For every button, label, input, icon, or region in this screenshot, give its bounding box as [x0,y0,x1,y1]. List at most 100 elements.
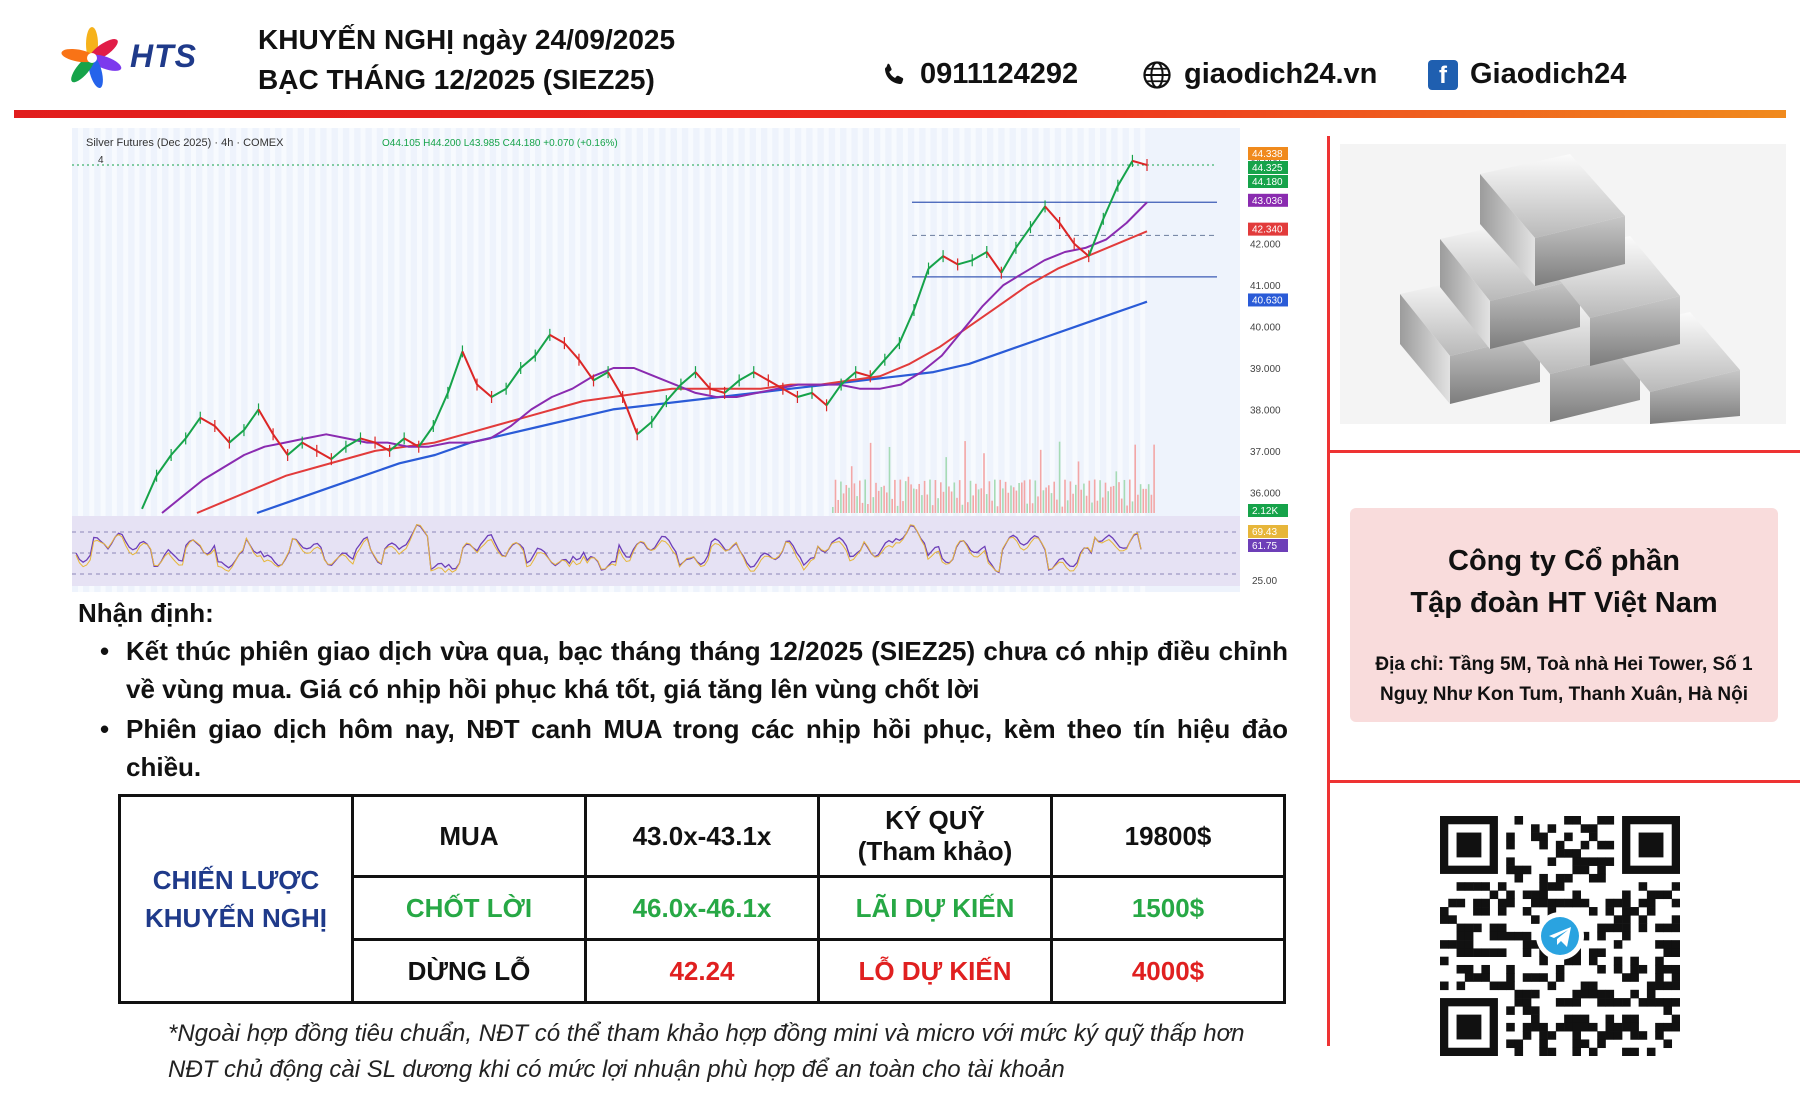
session-stripe [405,128,411,592]
volume-bar [1088,480,1091,513]
rsi-background [72,516,1240,586]
session-stripe [1083,128,1089,592]
margin-label-line1: KÝ QUỸ [885,805,985,835]
website-link[interactable]: giaodich24.vn [1184,58,1378,90]
qr-module [1597,948,1606,957]
expected-loss-value: 4000$ [1050,938,1286,1004]
session-stripe [179,128,185,592]
qr-code-svg [1440,816,1681,1057]
qr-module [1588,857,1598,866]
qr-module [1564,1014,1573,1024]
session-stripe [552,128,558,592]
analysis-bullet: • Phiên giao dịch hôm nay, NĐT canh MUA … [100,710,1288,786]
volume-bar [994,479,996,513]
facebook-link[interactable]: Giaodich24 [1470,58,1627,90]
session-stripe [982,128,987,592]
contact-phone[interactable]: 0911124292 [880,58,1078,91]
volume-bar [1112,485,1115,513]
y-tick-label: 36.000 [1250,488,1281,499]
phone-number[interactable]: 0911124292 [920,58,1079,90]
qr-module [1531,940,1540,949]
qr-module [1497,898,1507,908]
qr-module [1572,1039,1581,1049]
company-name-line2: Tập đoàn HT Việt Nam [1410,587,1718,619]
volume-bar [1031,503,1034,513]
qr-module [1547,1047,1557,1057]
qr-module [1514,998,1524,1007]
volume-bar [1085,495,1088,513]
volume-bar [1107,491,1109,513]
qr-module [1580,857,1590,866]
price-label-badge [1248,147,1288,160]
qr-module [1506,964,1515,974]
qr-module [1613,964,1623,974]
volume-bar [902,501,904,513]
qr-module [1646,989,1656,999]
indicator-count: 4 [98,155,104,166]
qr-module [1539,882,1548,891]
price-segment [927,255,944,270]
qr-module [1663,964,1673,974]
volume-bar [872,497,875,513]
contact-facebook[interactable]: f Giaodich24 [1428,58,1626,91]
qr-module [1605,907,1615,916]
qr-module [1638,998,1648,1007]
qr-module [1555,964,1565,974]
volume-bar [832,507,834,513]
contact-website[interactable]: giaodich24.vn [1142,58,1377,91]
margin-label: KÝ QUỸ (Tham khảo) [817,794,1053,878]
qr-module [1605,840,1615,850]
price-segment [636,421,653,436]
qr-module [1506,865,1515,875]
qr-module [1638,1031,1648,1040]
session-stripe [733,128,739,592]
session-stripe [597,128,603,592]
take-profit-value: 46.0x-46.1x [584,875,820,941]
qr-module [1663,890,1673,900]
price-segment [825,383,842,406]
volume-bar [1102,497,1104,513]
session-stripe [134,128,140,592]
volume-bar [1053,481,1055,513]
bullet-dot: • [100,714,110,744]
ma-purple-line [161,201,1148,514]
qr-module [1531,989,1540,999]
price-chart: 44.00043.00042.00041.00040.00039.00038.0… [72,128,1292,592]
session-stripe [993,128,999,592]
price-segment [985,251,1003,274]
session-stripe [360,128,366,592]
qr-module [1630,1014,1639,1024]
price-segment [476,383,493,398]
session-stripe [1106,128,1112,592]
price-segment [417,425,435,448]
qr-module [1514,816,1524,825]
qr-module [1456,898,1466,908]
telegram-qr-code[interactable] [1440,816,1681,1057]
qr-module [1539,890,1548,900]
session-stripe [484,128,490,592]
qr-module [1522,998,1532,1007]
price-segment [141,475,158,510]
price-segment [767,379,784,390]
session-stripe [789,128,795,592]
volume-bar [1058,441,1061,513]
header-divider [14,110,1786,118]
report-title: KHUYẾN NGHỊ ngày 24/09/2025 [258,24,676,55]
session-stripe [473,128,479,592]
price-label-text: 61.75 [1252,541,1277,552]
qr-module [1531,898,1540,908]
qr-module [1481,948,1490,957]
session-stripe [676,128,682,592]
qr-module [1613,923,1623,933]
session-stripe [936,128,942,592]
ma-red-line [196,230,1148,514]
company-name: Công ty Cổ phần Tập đoàn HT Việt Nam [1350,540,1778,624]
price-segment [1117,160,1134,187]
qr-module [1630,1022,1639,1032]
margin-value: 19800$ [1050,794,1286,878]
qr-module [1547,907,1557,916]
volume-bar [867,504,869,513]
qr-module [1671,973,1681,982]
qr-module [1630,989,1639,999]
price-label-text: 44.325 [1252,163,1283,174]
